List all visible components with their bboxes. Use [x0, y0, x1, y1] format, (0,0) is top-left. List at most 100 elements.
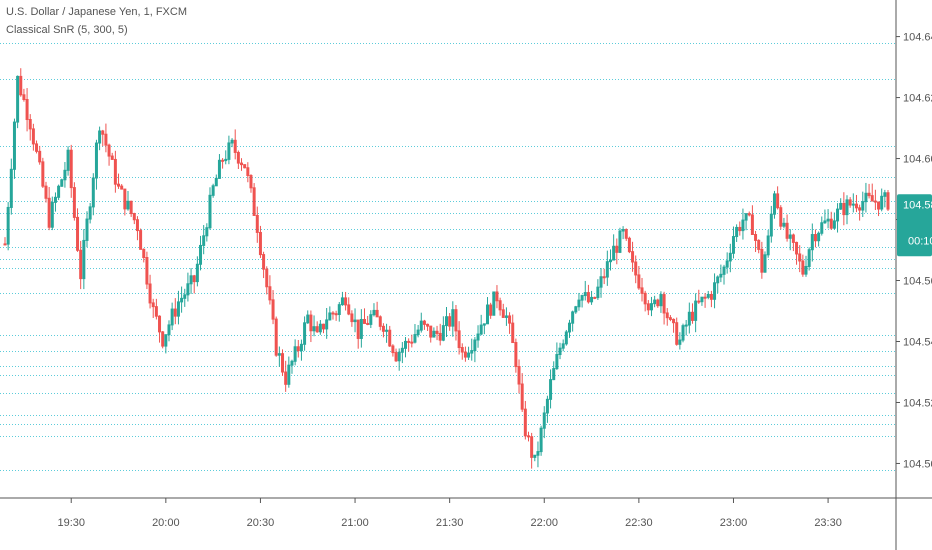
candle-body — [649, 303, 653, 311]
candle-body — [258, 231, 262, 256]
candle-body — [243, 164, 247, 169]
candle-body — [422, 320, 426, 325]
candle-body — [580, 295, 584, 301]
candle-body — [161, 331, 165, 347]
candle-body — [202, 235, 206, 246]
candle-body — [186, 283, 190, 296]
candle-body — [608, 259, 612, 263]
candle-body — [668, 317, 672, 320]
candle-body — [107, 144, 111, 157]
candle-body — [249, 174, 253, 189]
candle-body — [255, 214, 259, 233]
time-tick-label: 21:00 — [341, 517, 369, 529]
candle-body — [829, 218, 833, 229]
candle-body — [391, 345, 395, 354]
candle-body — [886, 192, 890, 210]
indicator-legend: Classical SnR (5, 300, 5) — [6, 24, 128, 36]
candle-body — [744, 213, 748, 221]
candle-body — [643, 292, 647, 305]
candle-body — [700, 296, 704, 303]
candle-body — [530, 436, 534, 458]
candle-body — [262, 254, 266, 270]
candle-body — [779, 207, 783, 227]
candle-body — [296, 346, 300, 352]
candle-body — [854, 203, 858, 209]
candle-body — [164, 334, 168, 347]
candle-body — [397, 351, 401, 362]
candle-body — [463, 351, 467, 358]
candle-body — [621, 229, 625, 232]
candle-body — [69, 149, 73, 189]
candle-body — [703, 296, 707, 299]
candle-body — [337, 304, 341, 316]
candle-body — [195, 263, 199, 283]
candle-body — [571, 311, 575, 324]
candle-body — [50, 201, 54, 228]
candle-body — [656, 299, 660, 307]
candle-body — [747, 213, 751, 216]
candle-body — [552, 368, 556, 381]
candle-body — [817, 232, 821, 242]
candle-body — [309, 314, 313, 332]
time-tick-label: 21:30 — [436, 517, 464, 529]
candle-body — [561, 343, 565, 349]
candle-body — [12, 121, 16, 170]
candle-body — [719, 273, 723, 278]
candle-body — [485, 304, 489, 325]
candle-body — [205, 227, 209, 237]
last-price-tag: 104.585 00:10 — [897, 194, 932, 257]
candle-body — [113, 158, 117, 185]
candle-body — [76, 216, 80, 251]
candle-body — [35, 143, 39, 152]
candle-body — [306, 314, 310, 324]
candle-body — [511, 322, 515, 344]
candle-body — [498, 300, 502, 311]
candle-body — [731, 236, 735, 254]
candle-body — [265, 268, 269, 288]
candle-body — [189, 275, 193, 285]
candle-body — [760, 248, 764, 273]
candle-body — [836, 208, 840, 222]
candle-body — [246, 167, 250, 176]
price-axis[interactable]: 104.500104.520104.540104.560104.580104.6… — [896, 32, 932, 471]
time-tick-label: 19:30 — [57, 517, 85, 529]
candle-body — [785, 222, 789, 239]
candle-body — [344, 297, 348, 306]
candle-body — [738, 226, 742, 232]
candle-body — [495, 291, 499, 302]
candle-body — [523, 408, 527, 437]
candle-body — [810, 234, 814, 251]
candle-body — [807, 249, 811, 267]
candle-body — [66, 149, 70, 171]
candle-body — [479, 324, 483, 335]
candle-body — [813, 234, 817, 242]
candle-body — [281, 353, 285, 373]
candle-body — [517, 366, 521, 385]
candle-body — [410, 341, 414, 344]
candle-body — [104, 133, 108, 146]
candle-body — [861, 201, 865, 211]
candle-body — [757, 239, 761, 250]
candle-body — [85, 218, 89, 241]
candle-body — [214, 177, 218, 187]
candle-body — [728, 252, 732, 262]
candle-body — [148, 283, 152, 304]
candle-body — [151, 302, 155, 308]
candle-body — [482, 323, 486, 326]
candle-body — [684, 324, 688, 327]
candle-body — [145, 257, 149, 285]
candle-body — [325, 319, 329, 330]
candle-body — [722, 266, 726, 275]
candle-body — [460, 347, 464, 353]
candle-body — [158, 315, 162, 333]
price-tick-label: 104.640 — [903, 32, 932, 44]
candle-body — [590, 296, 594, 303]
candle-body — [236, 151, 240, 164]
candle-body — [208, 194, 212, 229]
candle-body — [233, 139, 237, 153]
candle-body — [356, 319, 360, 339]
time-axis[interactable]: 19:30 20:00 20:30 21:00 21:30 22:00 22:30 23:00… — [57, 498, 842, 529]
candle-body — [230, 139, 234, 144]
candle-body — [334, 313, 338, 316]
